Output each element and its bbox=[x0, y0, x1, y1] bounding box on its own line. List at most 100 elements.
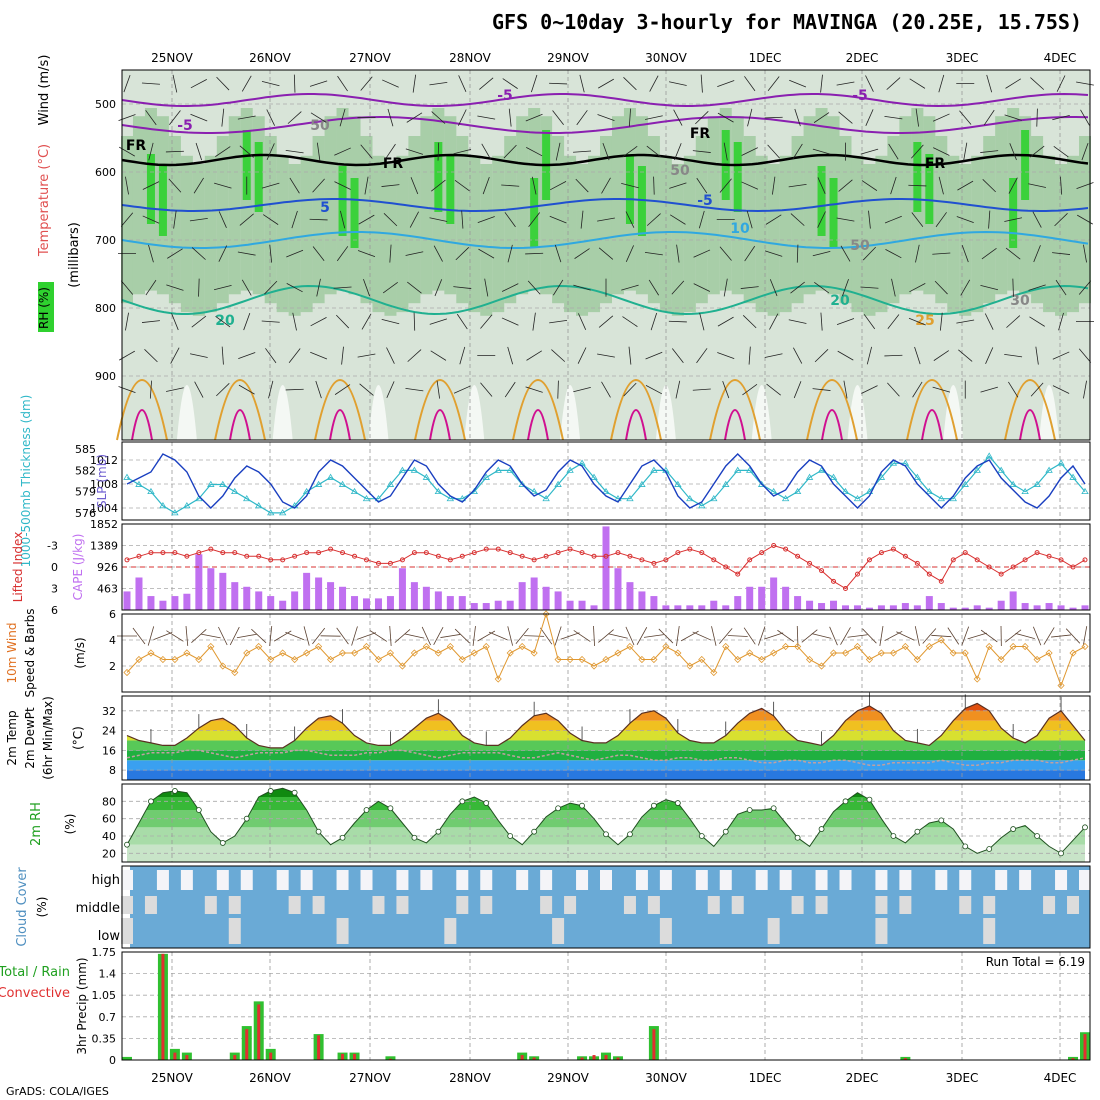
rh2m-point bbox=[794, 834, 801, 841]
dewpt2m-label: 2m DewPt bbox=[23, 707, 37, 769]
upper-wind-barb bbox=[747, 108, 753, 127]
cloud-clear-high bbox=[815, 870, 828, 890]
temp2m-frame bbox=[121, 695, 1091, 781]
rh-band bbox=[611, 116, 624, 295]
upper-wind-barb bbox=[289, 177, 300, 194]
precip-convective-bar bbox=[903, 1058, 907, 1060]
wind10-point bbox=[350, 649, 359, 657]
wind10-point bbox=[207, 642, 215, 651]
x-tick-label-top: 28NOV bbox=[449, 51, 491, 65]
thickness-point bbox=[805, 473, 814, 480]
li-point bbox=[531, 557, 537, 563]
upper-wind-barb bbox=[410, 177, 419, 195]
thickness-point bbox=[219, 480, 227, 487]
upper-temp-label: Temperature (°C) bbox=[37, 144, 52, 257]
thickness-point bbox=[135, 480, 143, 487]
rh2m-point bbox=[842, 798, 849, 805]
wind10-barb bbox=[229, 626, 240, 646]
cape-bar bbox=[590, 605, 598, 610]
upper-wind-barb bbox=[285, 149, 304, 154]
upper-rh-label: RH (%) bbox=[37, 287, 51, 329]
contour-label: FR bbox=[126, 138, 147, 154]
rh-band-high bbox=[446, 154, 455, 224]
upper-wind-barb bbox=[814, 349, 829, 363]
upper-wind-barb bbox=[673, 109, 683, 126]
wind10-point bbox=[901, 642, 909, 651]
cloud-clear-high bbox=[456, 870, 469, 890]
rh-band bbox=[851, 155, 864, 313]
cloud-clear-low bbox=[444, 918, 457, 944]
rh-band-high bbox=[530, 178, 539, 248]
li-point bbox=[555, 550, 561, 556]
thickness-point bbox=[853, 494, 862, 502]
contour-label: 30 bbox=[1010, 293, 1030, 309]
precip-convective-label: Convective bbox=[0, 986, 70, 1001]
wind10-point bbox=[614, 649, 622, 657]
thickness-point bbox=[278, 509, 287, 516]
wind10-point bbox=[458, 655, 466, 664]
precip-convective-bar bbox=[388, 1058, 392, 1060]
upper-wind-barb bbox=[409, 211, 419, 228]
precip-total-label: Total / Rain bbox=[0, 965, 70, 980]
cape-bar bbox=[602, 526, 610, 610]
upper-wind-barb bbox=[285, 388, 304, 391]
li-point bbox=[172, 550, 178, 556]
upper-wind-barb bbox=[454, 179, 470, 192]
upper-wind-barb bbox=[1076, 182, 1094, 190]
upper-wind-barb bbox=[437, 142, 440, 161]
li-point bbox=[603, 553, 609, 559]
cloud-clear-middle bbox=[815, 896, 828, 914]
wind10-barb bbox=[1015, 633, 1035, 639]
rh-band bbox=[396, 155, 409, 313]
rh-band bbox=[127, 797, 1085, 810]
upper-wind-barb bbox=[239, 145, 254, 158]
upper-wind-barb bbox=[980, 285, 999, 291]
cape-bar bbox=[135, 577, 143, 610]
temp-contour-5 bbox=[121, 198, 1089, 213]
wind10-point bbox=[710, 668, 718, 677]
li-tick-label: 3 bbox=[51, 583, 58, 596]
upper-wind-barb bbox=[625, 211, 635, 228]
contour-label: 50 bbox=[310, 118, 330, 134]
upper-wind-barb bbox=[958, 349, 973, 362]
temp-tick-label: 16 bbox=[102, 744, 116, 757]
upper-wind-barb bbox=[387, 108, 394, 127]
rh-band bbox=[1043, 155, 1056, 313]
page-title: GFS 0~10day 3-hourly for MAVINGA (20.25E… bbox=[491, 10, 1082, 34]
cloud-clear-high bbox=[240, 870, 253, 890]
upper-wind-barb bbox=[406, 112, 423, 123]
upper-wind-barb bbox=[796, 244, 799, 263]
upper-wind-barb bbox=[887, 382, 900, 397]
wind10-point bbox=[794, 642, 802, 651]
upper-wind-barb bbox=[145, 279, 157, 296]
wind10-barb bbox=[389, 625, 392, 647]
thickness-point bbox=[159, 502, 167, 509]
temp-contour-30 bbox=[821, 409, 843, 441]
upper-wind-barb bbox=[574, 248, 590, 259]
temp-contour-25 bbox=[806, 379, 858, 441]
x-tick-label-top: 25NOV bbox=[151, 51, 193, 65]
upper-wind-barb bbox=[457, 109, 467, 126]
cloud-clear-high bbox=[839, 870, 852, 890]
cloud-clear-high bbox=[719, 870, 732, 890]
upper-wind-barb bbox=[530, 74, 538, 93]
precip-axis-label: 3hr Precip (mm) bbox=[75, 957, 89, 1054]
wind10-point bbox=[925, 642, 933, 651]
cloud-clear-middle bbox=[228, 896, 241, 914]
rh-dry-dome bbox=[655, 385, 676, 440]
upper-wind-barb bbox=[549, 181, 567, 191]
upper-wind-barb bbox=[461, 210, 464, 229]
rh-dry-dome bbox=[943, 385, 964, 440]
upper-wind-barb bbox=[528, 212, 541, 227]
upper-wind-barb bbox=[501, 184, 520, 187]
upper-wind-barb bbox=[645, 351, 663, 360]
upper-wind-barb bbox=[788, 183, 807, 188]
precip-total-bar bbox=[122, 1056, 132, 1060]
wind10-point bbox=[542, 610, 550, 618]
temp-contour-30 bbox=[527, 409, 549, 441]
wind10-barb bbox=[540, 627, 553, 645]
upper-wind-barb bbox=[866, 346, 873, 365]
thickness-point bbox=[1009, 480, 1017, 487]
upper-wind-barb bbox=[984, 313, 994, 330]
rh2m-point bbox=[1010, 826, 1017, 832]
